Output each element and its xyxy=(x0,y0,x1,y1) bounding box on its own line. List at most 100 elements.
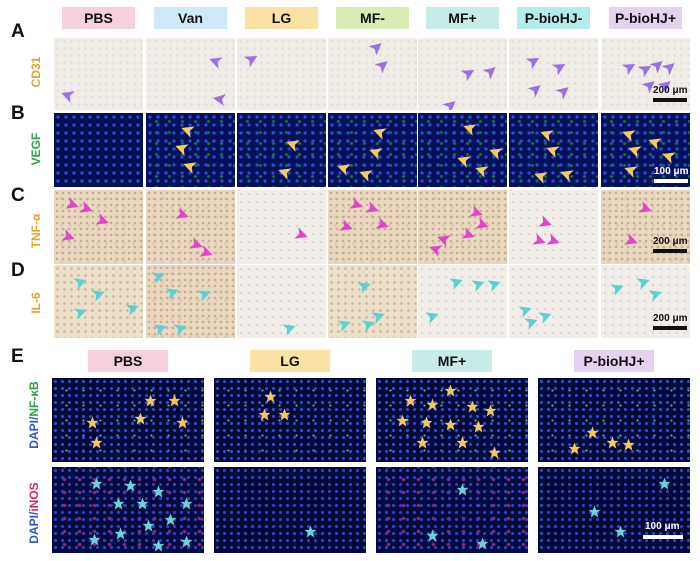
micrograph-vegf-p-biohj- xyxy=(509,113,598,187)
row-label-dapi-prefix-2: DAPI/ xyxy=(27,511,41,544)
star-marker xyxy=(444,418,457,431)
micrograph-nfkb-pbs xyxy=(52,378,204,462)
star-marker xyxy=(488,446,501,459)
arrowhead-marker xyxy=(359,170,373,182)
arrowhead-marker xyxy=(628,146,642,158)
star-marker xyxy=(152,539,165,552)
micrograph-tnf-mf- xyxy=(328,190,417,264)
row-label-inos-marker: iNOS xyxy=(27,482,41,512)
star-marker xyxy=(88,533,101,546)
arrowhead-marker xyxy=(95,213,109,225)
star-marker xyxy=(426,529,439,542)
arrowhead-marker xyxy=(662,152,676,164)
arrowhead-marker xyxy=(442,101,456,110)
star-marker xyxy=(622,438,635,451)
group-label-mf-: MF+ xyxy=(426,7,499,29)
micrograph-vegf-mf- xyxy=(418,113,507,187)
arrowhead-marker xyxy=(349,197,363,209)
arrowhead-marker xyxy=(243,56,258,68)
micrograph-inos-pbs xyxy=(52,467,204,553)
star-marker xyxy=(588,505,601,518)
star-marker xyxy=(164,513,177,526)
star-marker xyxy=(168,394,181,407)
bottom-group-label-p-biohj-: P-bioHJ+ xyxy=(574,350,654,372)
arrowhead-marker xyxy=(181,126,195,138)
star-marker xyxy=(86,416,99,429)
arrowhead-marker xyxy=(213,94,226,106)
arrowhead-marker xyxy=(648,290,662,302)
row-label-il6: IL-6 xyxy=(29,292,43,314)
micrograph-vegf-p-biohj- xyxy=(601,113,690,187)
arrowhead-marker xyxy=(183,162,197,174)
arrowhead-marker xyxy=(518,306,532,318)
arrowhead-marker xyxy=(357,282,371,294)
arrowhead-marker xyxy=(175,144,189,156)
scale-bar-label-b: 100 μm xyxy=(654,166,689,177)
arrowhead-marker xyxy=(475,217,489,229)
micrograph-cd31-van xyxy=(146,38,235,110)
arrowhead-marker xyxy=(538,312,552,324)
micrograph-vegf-pbs xyxy=(54,113,143,187)
group-label-pbs: PBS xyxy=(62,7,135,29)
micrograph-il6-pbs xyxy=(54,265,143,338)
row-label-vegf: VEGF xyxy=(29,132,43,166)
row-label-tnf: TNF-α xyxy=(29,213,43,249)
scale-bar-e xyxy=(643,535,683,539)
panel-letter-b: B xyxy=(11,103,25,124)
arrowhead-marker xyxy=(374,61,388,74)
arrowhead-marker xyxy=(538,215,552,227)
star-marker xyxy=(606,436,619,449)
arrowhead-marker xyxy=(437,235,451,247)
scale-bar-c xyxy=(653,249,687,253)
arrowhead-marker xyxy=(369,148,383,160)
arrowhead-marker xyxy=(337,320,351,332)
star-marker xyxy=(404,394,417,407)
bottom-group-label-lg: LG xyxy=(250,350,330,372)
arrowhead-marker xyxy=(622,130,636,142)
arrowhead-marker xyxy=(373,128,387,140)
scale-bar-a xyxy=(653,98,687,102)
micrograph-il6-van xyxy=(146,265,235,338)
arrowhead-marker xyxy=(560,170,574,182)
arrowhead-marker xyxy=(197,290,211,302)
arrowhead-marker xyxy=(624,233,638,245)
scale-bar-label-c: 200 μm xyxy=(653,236,688,247)
star-marker xyxy=(426,398,439,411)
star-marker xyxy=(586,426,599,439)
arrowhead-marker xyxy=(641,81,655,94)
micrograph-tnf-lg xyxy=(237,190,326,264)
star-marker xyxy=(152,485,165,498)
arrowhead-marker xyxy=(610,284,624,296)
scale-bar-d xyxy=(653,326,687,330)
star-marker xyxy=(180,535,193,548)
micrograph-il6-p-biohj- xyxy=(601,265,690,338)
arrowhead-marker xyxy=(365,201,379,213)
micrograph-cd31-mf- xyxy=(418,38,507,110)
arrowhead-marker xyxy=(487,280,501,292)
arrowhead-marker xyxy=(525,58,540,70)
star-marker xyxy=(258,408,271,421)
micrograph-cd31-mf- xyxy=(328,38,417,110)
star-marker xyxy=(444,384,457,397)
micrograph-tnf-p-biohj- xyxy=(509,190,598,264)
arrowhead-marker xyxy=(151,272,165,284)
scale-bar-label-a: 200 μm xyxy=(653,85,688,96)
micrograph-inos-p-biohj- xyxy=(538,467,690,553)
micrograph-nfkb-lg xyxy=(214,378,366,462)
arrowhead-marker xyxy=(79,201,93,213)
bottom-group-label-mf-: MF+ xyxy=(412,350,492,372)
row-label-dapi-nfkb: DAPI/NF-κB xyxy=(27,367,41,463)
star-marker xyxy=(278,408,291,421)
row-label-nfkb-marker: NF-κB xyxy=(27,381,41,417)
panel-letter-d: D xyxy=(11,260,25,281)
arrowhead-marker xyxy=(371,312,385,324)
arrowhead-marker xyxy=(624,166,638,178)
arrowhead-marker xyxy=(361,320,375,332)
arrowhead-marker xyxy=(637,65,652,78)
arrowhead-marker xyxy=(546,146,560,158)
micrograph-nfkb-mf- xyxy=(376,378,528,462)
arrowhead-marker xyxy=(449,278,463,290)
arrowhead-marker xyxy=(546,233,560,245)
micrograph-tnf-van xyxy=(146,190,235,264)
arrowhead-marker xyxy=(91,290,105,302)
